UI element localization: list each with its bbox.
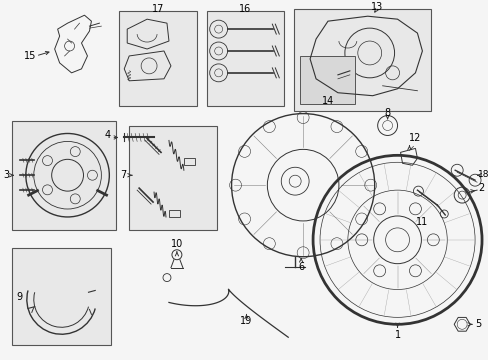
Text: 1: 1 <box>394 330 400 340</box>
Bar <box>129 126 216 230</box>
Bar <box>294 9 430 111</box>
Bar <box>300 56 354 104</box>
Text: 3: 3 <box>3 170 9 180</box>
Text: 10: 10 <box>170 239 183 249</box>
Text: 11: 11 <box>415 217 427 227</box>
Text: 4: 4 <box>104 130 110 140</box>
Text: 17: 17 <box>152 4 164 14</box>
Text: 6: 6 <box>298 262 304 272</box>
Text: 5: 5 <box>474 319 480 329</box>
Text: 18: 18 <box>477 170 488 179</box>
Text: 8: 8 <box>384 108 390 118</box>
Text: 15: 15 <box>23 51 36 61</box>
Text: 7: 7 <box>120 170 126 180</box>
Bar <box>119 11 196 105</box>
Bar <box>206 11 284 105</box>
Text: 19: 19 <box>240 316 252 326</box>
Text: 14: 14 <box>321 96 333 106</box>
Bar <box>12 121 116 230</box>
Text: 13: 13 <box>370 2 382 12</box>
Text: 2: 2 <box>477 183 483 193</box>
Bar <box>12 248 111 345</box>
Text: 9: 9 <box>17 292 23 302</box>
Text: 16: 16 <box>239 4 251 14</box>
Text: 12: 12 <box>408 134 421 143</box>
